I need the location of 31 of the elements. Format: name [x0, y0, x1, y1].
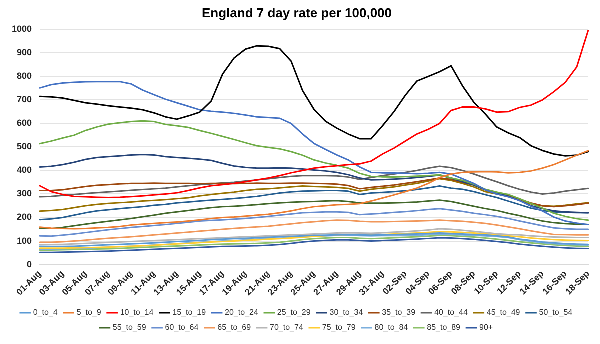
y-tick-label: 400	[16, 165, 32, 176]
legend-label: 55_to_59	[112, 323, 147, 332]
y-tick-label: 300	[16, 188, 32, 199]
legend-label: 40_to_44	[434, 308, 468, 318]
legend-label: 10_to_14	[120, 308, 154, 318]
y-tick-label: 800	[16, 71, 32, 82]
legend-label: 30_to_34	[330, 308, 364, 318]
legend-label: 35_to_39	[382, 308, 416, 318]
legend-label: 65_to_69	[218, 323, 252, 332]
legend-label: 75_to_79	[322, 323, 356, 332]
legend-label: 45_to_49	[486, 308, 521, 318]
y-tick-label: 700	[16, 94, 32, 105]
y-tick-label: 900	[16, 48, 32, 58]
legend-label: 70_to_74	[270, 323, 304, 332]
legend-label: 60_to_64	[165, 323, 200, 332]
y-tick-label: 0	[27, 259, 32, 270]
chart-title: England 7 day rate per 100,000	[202, 5, 392, 20]
y-tick-label: 600	[16, 118, 32, 128]
legend-label: 25_to_29	[277, 308, 312, 318]
legend-label: 80_to_84	[374, 323, 409, 332]
y-tick-label: 1000	[12, 24, 32, 34]
legend-label: 90+	[480, 323, 494, 332]
y-tick-label: 500	[16, 142, 32, 152]
y-tick-label: 200	[16, 212, 32, 222]
legend-label: 85_to_89	[427, 323, 462, 332]
legend-label: 5_to_9	[76, 308, 102, 318]
legend-label: 50_to_54	[539, 308, 574, 318]
legend-label: 15_to_19	[172, 308, 207, 318]
y-tick-label: 100	[16, 236, 32, 246]
legend-label: 20_to_24	[225, 308, 259, 318]
legend-label: 0_to_4	[33, 308, 58, 318]
